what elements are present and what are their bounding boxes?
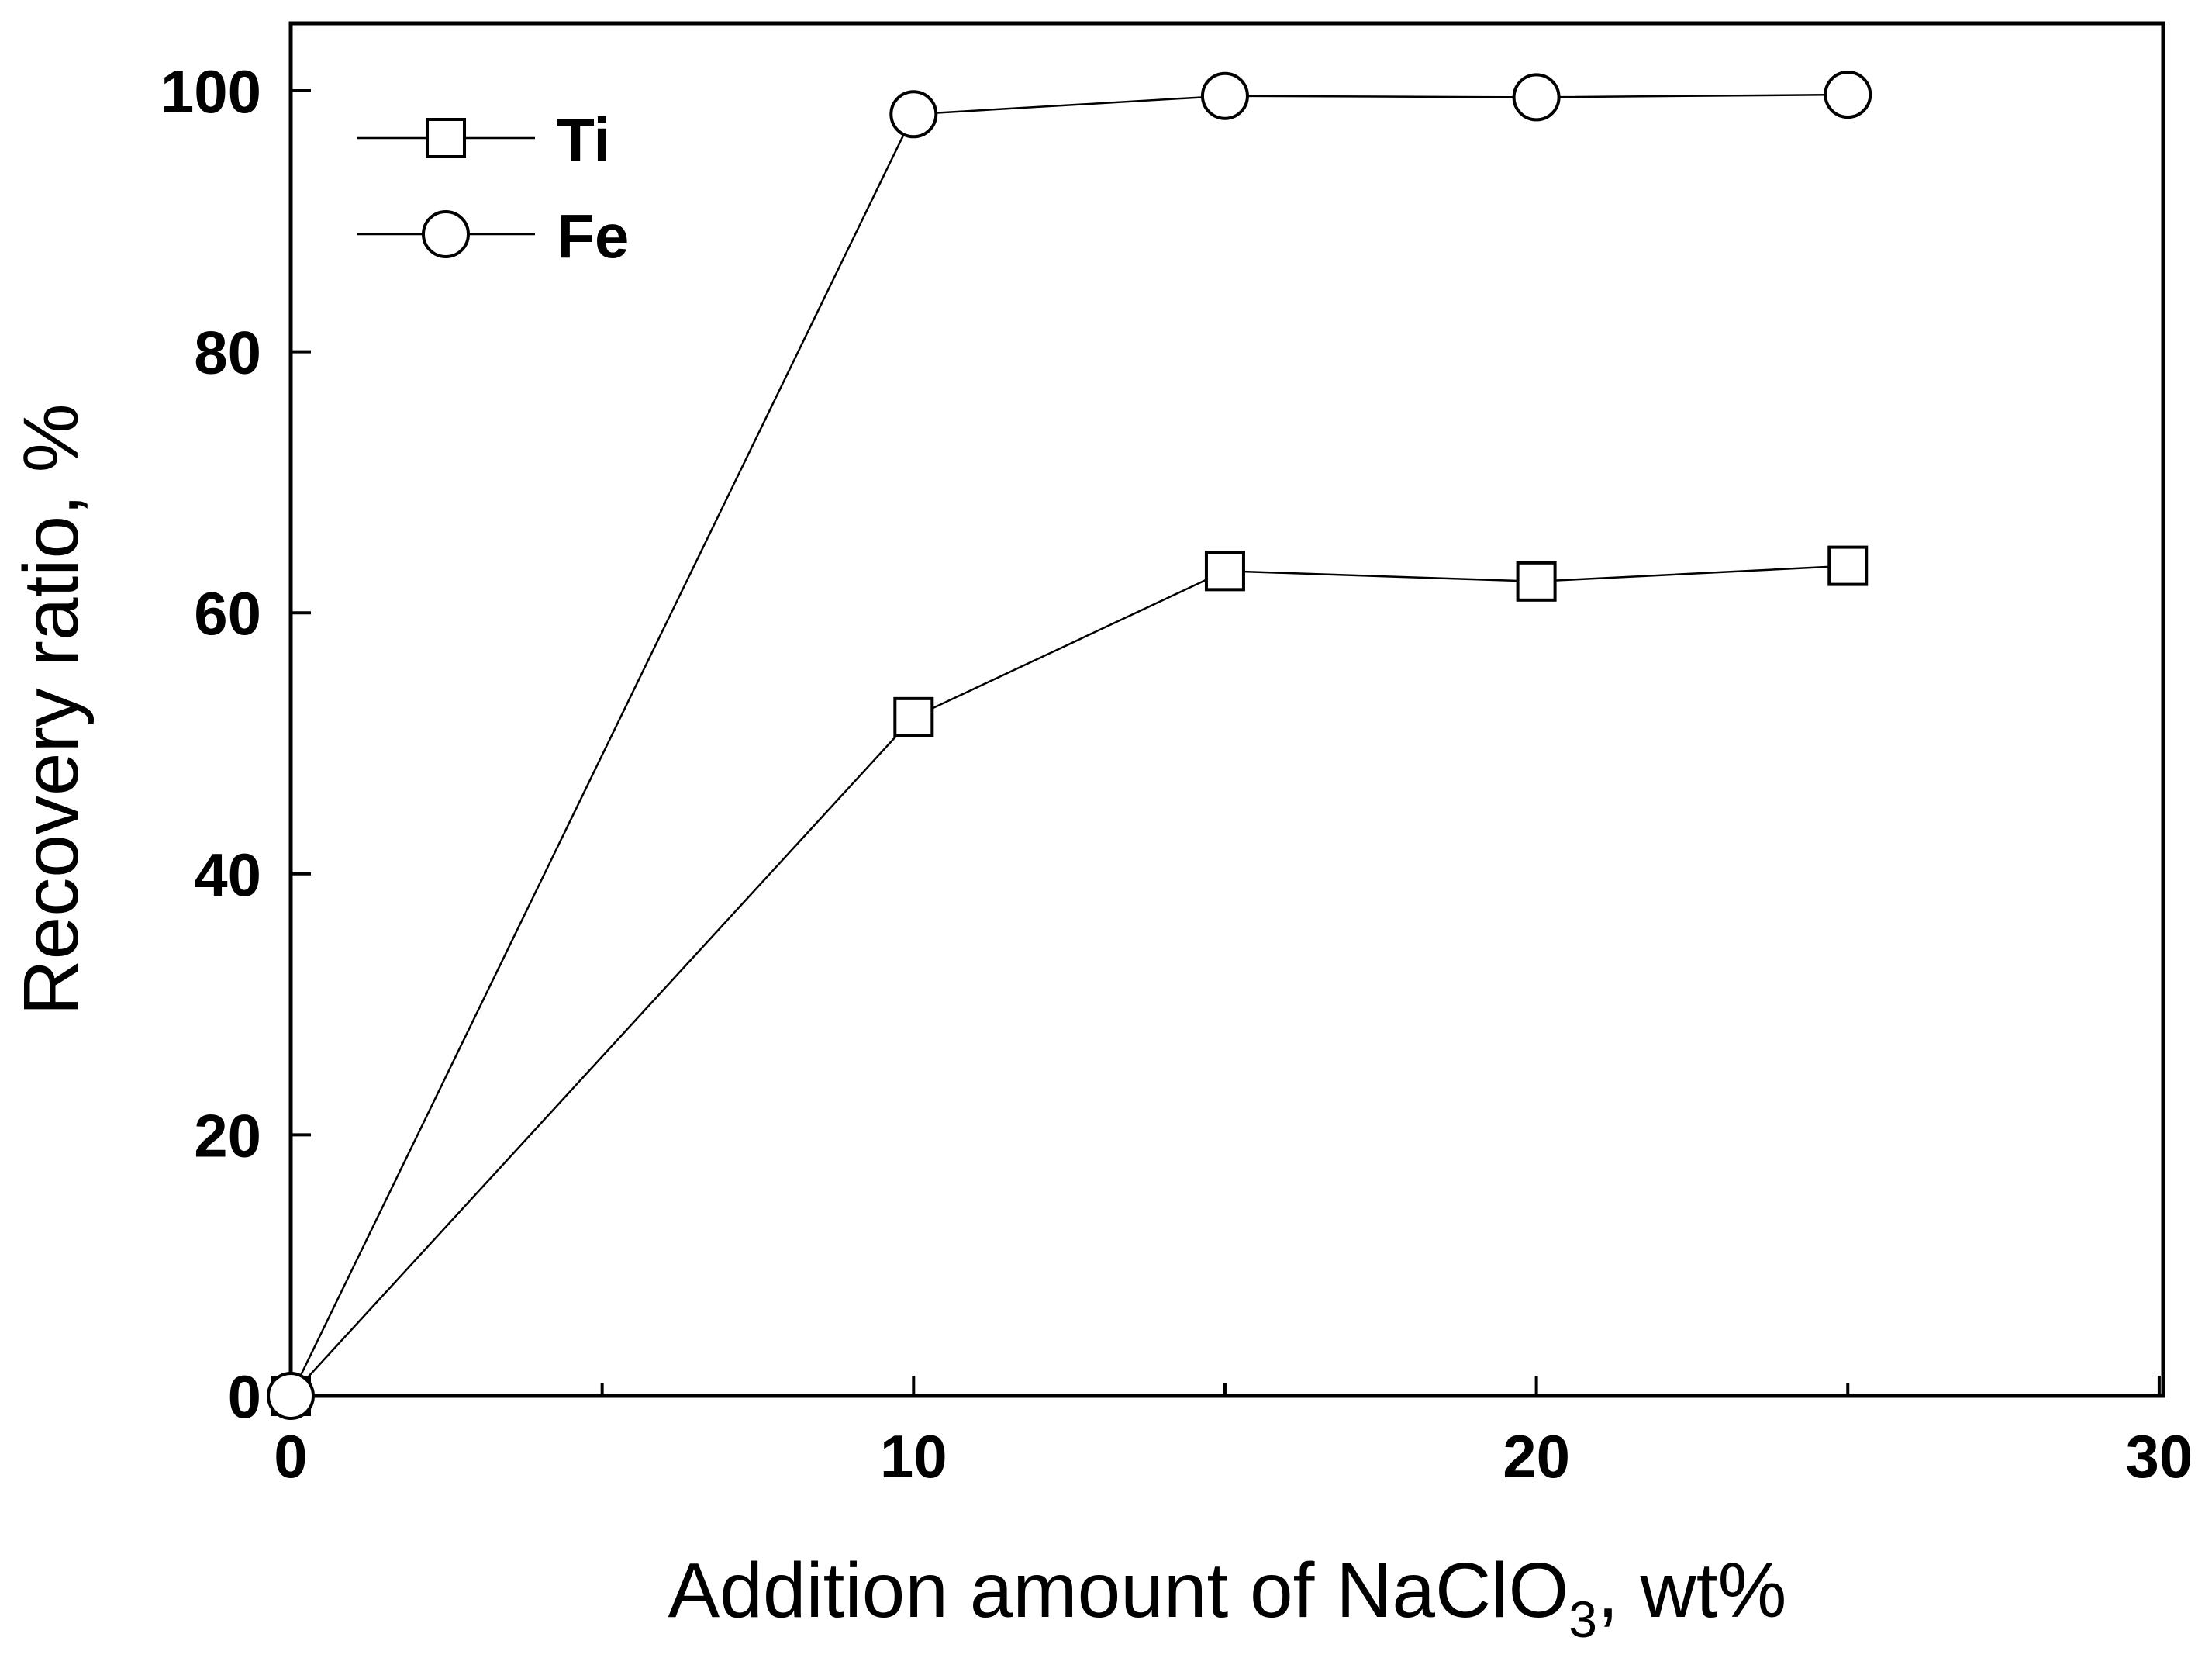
x-axis-title-unit: , wt%	[1597, 1547, 1786, 1634]
x-axis-title-main: Addition amount of NaClO	[668, 1547, 1569, 1634]
data-point-fe	[1512, 73, 1561, 122]
tick-labels: 0 20 40 60 80 100 0 10 20 30	[160, 57, 2193, 1490]
y-tick-label: 20	[194, 1101, 261, 1169]
data-point-fe	[1200, 71, 1249, 120]
data-point-fe	[267, 1372, 315, 1420]
legend-label-fe: Fe	[557, 202, 629, 271]
data-point-ti	[893, 696, 934, 737]
x-tick-label: 0	[274, 1422, 307, 1490]
plot-frame	[288, 21, 2165, 1398]
data-point-fe	[1824, 71, 1872, 119]
data-point-ti	[1827, 545, 1869, 586]
y-tick-label: 0	[228, 1363, 261, 1431]
axis-ticks	[289, 89, 2161, 1397]
y-axis-title: Recovery ratio, %	[8, 403, 95, 1015]
y-tick-label: 100	[160, 57, 261, 126]
legend-marker-fe	[422, 210, 470, 258]
data-point-ti	[1204, 551, 1245, 592]
legend-marker-ti	[426, 118, 466, 158]
plot-area	[288, 21, 2165, 1398]
series-markers	[267, 71, 1872, 1420]
x-tick-label: 30	[2126, 1422, 2193, 1490]
y-tick-label: 60	[194, 579, 261, 648]
x-tick-label: 20	[1503, 1422, 1570, 1490]
data-point-ti	[1516, 561, 1557, 602]
y-tick-label: 40	[194, 841, 261, 909]
x-axis-title: Addition amount of NaClO3, wt%	[668, 1547, 1787, 1648]
legend: Ti Fe	[357, 105, 629, 271]
x-tick-label: 10	[880, 1422, 947, 1490]
x-axis-title-subscript: 3	[1568, 1591, 1597, 1648]
y-tick-label: 80	[194, 319, 261, 387]
data-point-fe	[889, 90, 938, 139]
legend-label-ti: Ti	[557, 105, 611, 174]
